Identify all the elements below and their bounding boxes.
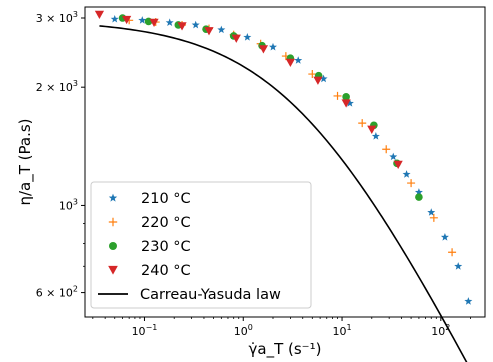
data-point: [138, 16, 147, 24]
data-point: [407, 179, 416, 188]
data-point: [333, 91, 342, 100]
data-point: [389, 152, 398, 161]
legend-label: Carreau-Yasuda law: [140, 287, 281, 303]
data-point: [319, 74, 328, 83]
data-point: [427, 208, 436, 216]
data-point: [464, 297, 473, 305]
data-point: [313, 76, 323, 85]
data-point: [448, 248, 457, 257]
data-point: [149, 18, 159, 27]
data-point: [367, 125, 377, 134]
series-star: [110, 14, 473, 305]
x-axis-label: γ̇a_T (s⁻¹): [249, 340, 322, 359]
data-point: [414, 188, 423, 196]
data-point: [177, 22, 187, 31]
data-point: [371, 132, 380, 140]
data-point: [191, 20, 200, 29]
data-point: [341, 99, 351, 108]
data-point: [415, 193, 423, 201]
legend-label: 210 °C: [141, 191, 191, 207]
plot-frame: [84, 6, 486, 318]
data-point: [258, 45, 269, 54]
data-point: [393, 160, 403, 170]
legend-label: 240 °C: [141, 263, 191, 279]
series-triangle: [94, 10, 403, 170]
x-tick-label: 10−1: [132, 323, 158, 338]
data-point: [429, 213, 438, 222]
data-point: [217, 25, 226, 34]
y-axis-label: η/a_T (Pa.s): [16, 118, 35, 205]
data-point: [358, 119, 367, 128]
data-point: [308, 70, 317, 79]
data-point: [382, 145, 391, 154]
legend-label: 220 °C: [141, 215, 191, 231]
legend-label: 230 °C: [141, 239, 191, 255]
model-curve: [99, 25, 468, 362]
data-point: [110, 14, 119, 23]
legend: 210 °C 220 °C 230 °C 240 °C Carreau-Yasuda l…: [90, 181, 312, 309]
x-tick-label: 101: [332, 323, 351, 338]
data-point: [204, 27, 214, 36]
legend-marker: [108, 193, 118, 202]
data-point: [94, 10, 105, 20]
legend-box: [90, 181, 312, 309]
legend-marker: [108, 217, 118, 227]
data-point: [122, 15, 132, 25]
plot-content: [94, 10, 473, 362]
x-tick-label: 102: [431, 323, 450, 338]
data-point: [269, 42, 277, 51]
data-point: [285, 58, 295, 67]
y-tick-label: 2 × 103: [36, 79, 78, 94]
data-point: [345, 99, 354, 107]
data-point: [294, 56, 303, 64]
y-tick-label: 103: [59, 197, 78, 212]
tick-group: 10−1 100 101 102 3 × 103 2 × 103 103 6 × 102: [36, 10, 471, 338]
y-tick-label: 6 × 102: [36, 285, 78, 300]
legend-marker: [109, 242, 117, 250]
data-point: [231, 34, 241, 43]
data-point: [440, 233, 449, 241]
x-tick-label: 100: [234, 323, 253, 338]
data-point: [165, 18, 174, 27]
data-point: [243, 33, 252, 41]
data-point: [402, 170, 411, 178]
y-tick-label: 3 × 103: [36, 10, 78, 25]
legend-marker: [108, 265, 118, 275]
legend-items: 210 °C 220 °C 230 °C 240 °C Carreau-Yasuda l…: [98, 191, 281, 303]
data-point: [454, 262, 463, 270]
data-point: [342, 93, 350, 101]
